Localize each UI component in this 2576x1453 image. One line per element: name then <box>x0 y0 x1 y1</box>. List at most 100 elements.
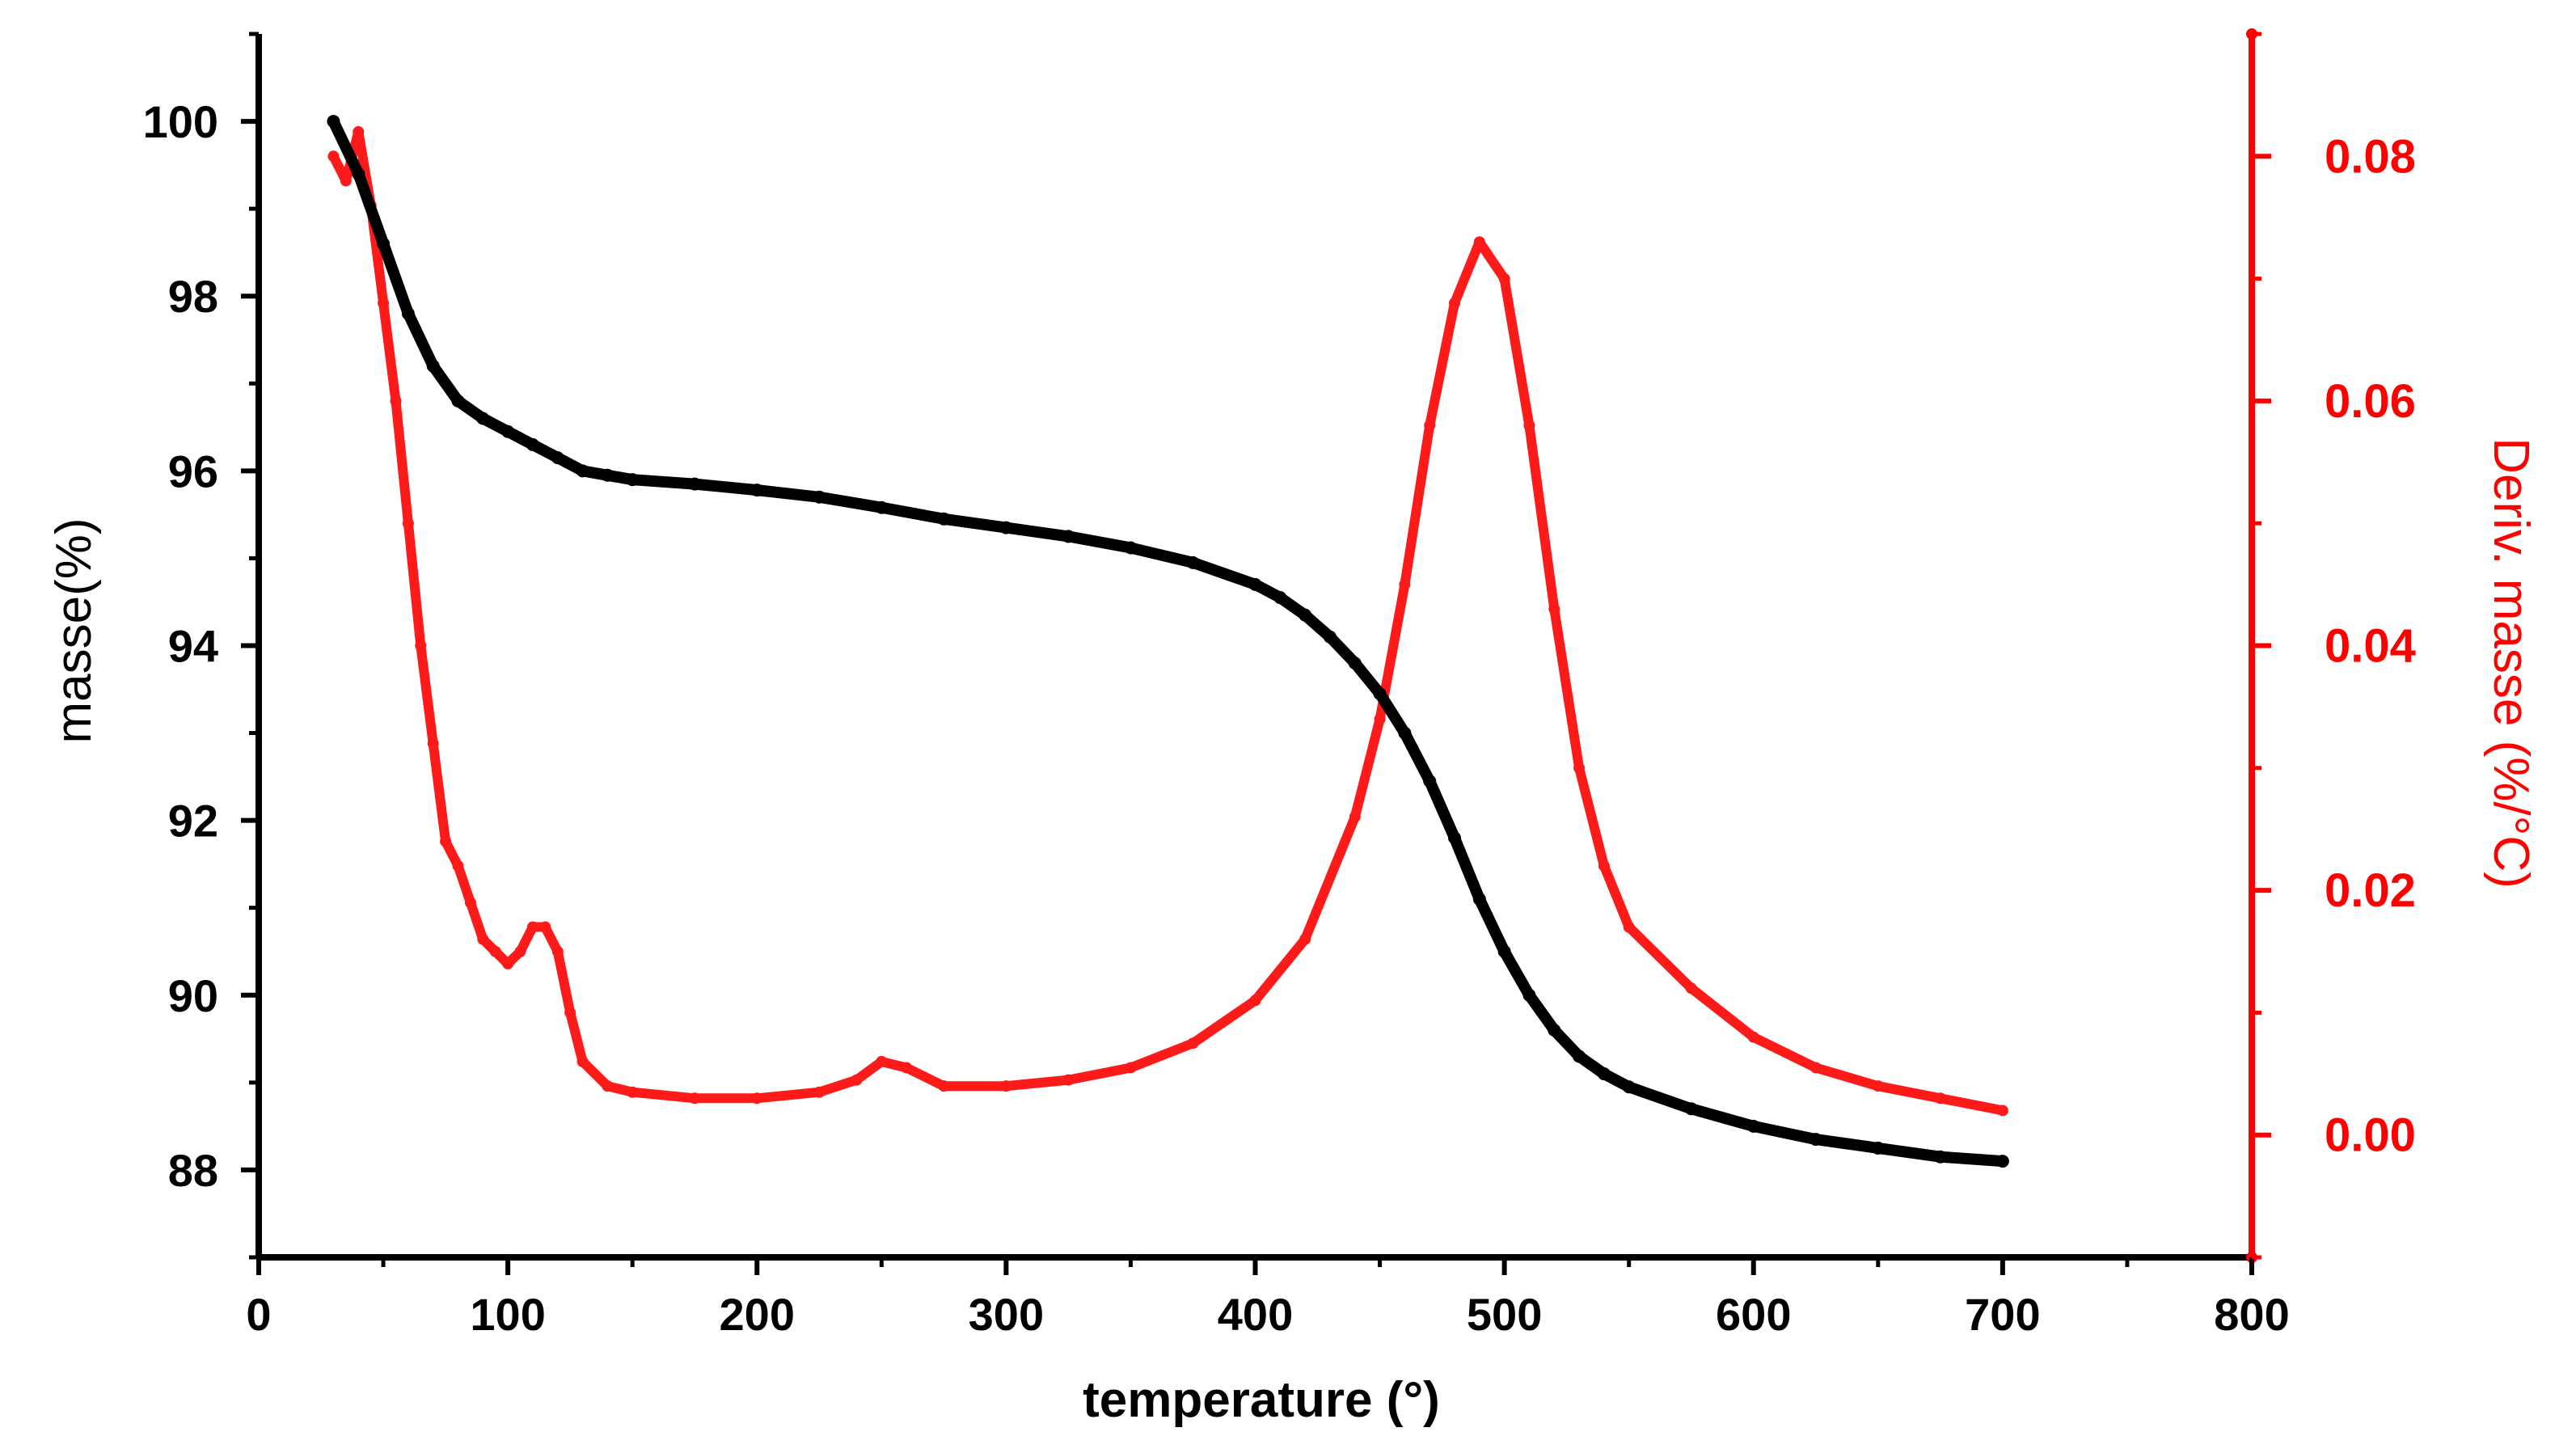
x-tick-label: 200 <box>720 1289 795 1340</box>
masse-point <box>1995 1155 2009 1168</box>
masse-point <box>476 412 490 425</box>
x-axis-title: temperature (°) <box>1083 1372 1440 1428</box>
masse-point <box>551 451 564 465</box>
deriv-masse-point <box>627 1086 639 1098</box>
deriv-masse-point <box>1449 297 1460 309</box>
masse-point <box>1597 1067 1611 1081</box>
masse-point <box>999 521 1013 534</box>
masse-point <box>1448 831 1461 845</box>
deriv-masse-point <box>1685 982 1697 995</box>
deriv-masse-point <box>353 126 365 138</box>
deriv-masse-point <box>464 897 476 909</box>
masse-point <box>1062 530 1075 543</box>
x-tick-label: 800 <box>2214 1289 2289 1340</box>
series-masse <box>327 115 2009 1168</box>
y-right-tick-label: 0.06 <box>2325 375 2416 428</box>
deriv-masse-point <box>813 1086 826 1098</box>
deriv-masse-point <box>1000 1080 1012 1092</box>
x-tick-label: 400 <box>1218 1289 1293 1340</box>
masse-point <box>1573 1050 1586 1063</box>
deriv-masse-point <box>901 1062 913 1074</box>
masse-point <box>875 501 889 514</box>
x-tick-label: 100 <box>470 1289 545 1340</box>
deriv-masse-point <box>1473 236 1485 248</box>
deriv-masse-point <box>378 297 390 309</box>
masse-point <box>352 167 365 180</box>
masse-point <box>1497 944 1511 958</box>
deriv-masse-point <box>489 945 501 957</box>
masse-point <box>1398 726 1412 740</box>
deriv-masse-point <box>1424 420 1436 432</box>
deriv-masse-point <box>851 1074 863 1086</box>
deriv-masse-point <box>1187 1037 1199 1050</box>
masse-point <box>1746 1119 1760 1133</box>
deriv-masse-point <box>1747 1031 1759 1043</box>
deriv-masse-point <box>551 945 564 957</box>
y-axis-left-title: masse(%) <box>46 517 102 743</box>
deriv-masse-point <box>1374 713 1386 725</box>
deriv-masse-point <box>751 1092 763 1105</box>
deriv-masse-point <box>1523 420 1535 432</box>
masse-point <box>1684 1102 1698 1116</box>
deriv-masse-point <box>1299 933 1311 945</box>
x-tick-label: 600 <box>1716 1289 1791 1340</box>
deriv-masse-line <box>328 127 2008 1116</box>
y-right-tick-label: 0.00 <box>2325 1109 2416 1162</box>
deriv-masse-point <box>440 835 452 847</box>
deriv-masse-point <box>1498 272 1510 285</box>
masse-point <box>327 115 340 129</box>
x-tick-label: 300 <box>969 1289 1044 1340</box>
deriv-masse-point <box>1062 1074 1075 1086</box>
y-left-tick-label: 90 <box>168 970 218 1021</box>
masse-point <box>1871 1141 1885 1155</box>
series-deriv-masse <box>327 126 2008 1117</box>
masse-point <box>1548 1024 1561 1037</box>
deriv-masse-point <box>1810 1062 1822 1074</box>
deriv-masse-point <box>1548 603 1560 615</box>
y-left-tick-label: 94 <box>168 621 218 672</box>
masse-point <box>1423 775 1437 788</box>
masse-point <box>1522 988 1536 1002</box>
y-axis-right: 0.00 0.02 0.04 0.06 0.08 <box>2252 32 2416 1260</box>
y-left-tick-label: 92 <box>168 796 218 847</box>
y-axis-left: 88 90 92 94 96 98 100 <box>143 32 259 1260</box>
y-left-tick-label: 98 <box>168 271 218 322</box>
masse-point <box>526 437 539 451</box>
masse-point <box>451 394 465 408</box>
masse-point <box>426 359 440 373</box>
masse-point <box>1273 591 1287 605</box>
y-right-tick-label: 0.02 <box>2325 864 2416 917</box>
deriv-masse-point <box>1349 811 1361 823</box>
x-tick-label: 700 <box>1965 1289 2040 1340</box>
deriv-masse-point <box>1399 578 1411 590</box>
y-left-tick-label: 96 <box>168 446 218 496</box>
masse-point <box>1472 892 1486 906</box>
x-tick-label: 0 <box>246 1289 271 1340</box>
deriv-masse-point <box>564 1007 576 1019</box>
deriv-masse-point <box>477 933 489 945</box>
deriv-masse-point <box>526 921 538 933</box>
masse-point <box>1373 686 1387 700</box>
deriv-masse-point <box>689 1092 701 1105</box>
deriv-masse-point <box>938 1080 950 1092</box>
masse-point <box>626 473 640 487</box>
deriv-masse-point <box>1934 1092 1946 1105</box>
deriv-masse-point <box>340 175 352 187</box>
deriv-masse-point <box>576 1055 589 1067</box>
deriv-masse-point <box>1996 1105 2008 1117</box>
masse-point <box>1124 541 1138 555</box>
deriv-masse-point <box>1249 995 1261 1007</box>
deriv-masse-point <box>539 921 551 933</box>
x-tick-label: 500 <box>1467 1289 1542 1340</box>
deriv-masse-point <box>452 860 464 872</box>
masse-point <box>813 490 826 504</box>
deriv-masse-point <box>1573 762 1586 774</box>
deriv-masse-point <box>514 945 526 957</box>
masse-point <box>401 306 415 320</box>
masse-point <box>1809 1133 1822 1147</box>
deriv-masse-point <box>327 150 340 163</box>
y-right-tick-label: 0.04 <box>2325 620 2416 673</box>
masse-point <box>937 512 951 526</box>
masse-point <box>688 477 702 491</box>
